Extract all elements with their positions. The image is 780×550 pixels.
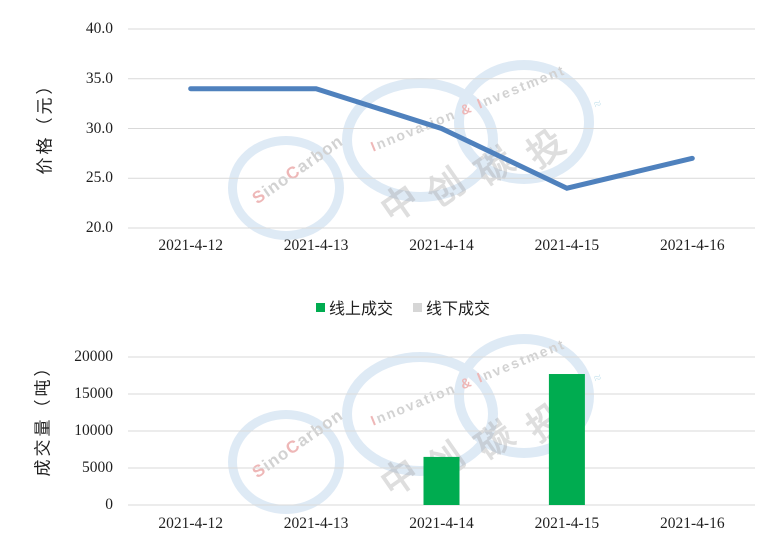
- legend-item: 线下成交: [413, 295, 490, 319]
- volume-bar: [423, 456, 460, 505]
- legend-swatch-icon: [315, 302, 325, 312]
- legend-swatch-icon: [413, 302, 422, 312]
- legend-label: 线上成交: [328, 301, 393, 318]
- legend-label: 线下成交: [426, 301, 491, 318]
- legend-item: 线上成交: [315, 295, 393, 319]
- volume-axis-title: 成交量（吨）: [33, 356, 53, 477]
- price-axis-title: 价格（元）: [35, 74, 55, 175]
- volume-bar: [548, 374, 585, 505]
- volume-legend: 线上成交 线下成交: [0, 296, 780, 318]
- price-line: [188, 86, 695, 191]
